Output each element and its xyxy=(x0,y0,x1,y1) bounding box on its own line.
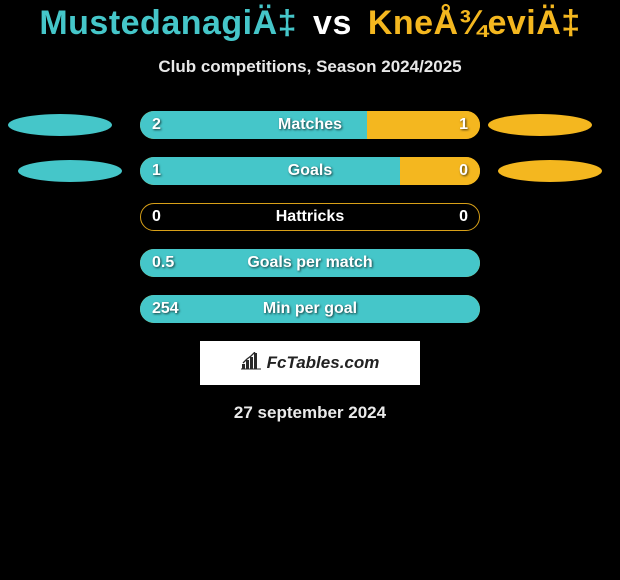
stat-row: 254Min per goal xyxy=(0,295,620,323)
source-badge: FcTables.com xyxy=(200,341,420,385)
stat-bar: 0.5Goals per match xyxy=(140,249,480,277)
team-right-pill xyxy=(488,114,592,136)
source-badge-text: FcTables.com xyxy=(241,352,380,375)
stat-row: 10Goals xyxy=(0,157,620,185)
subtitle: Club competitions, Season 2024/2025 xyxy=(0,57,620,77)
stat-value-left: 0.5 xyxy=(152,249,174,277)
stat-value-right: 0 xyxy=(459,157,468,185)
stat-row: 0.5Goals per match xyxy=(0,249,620,277)
team-right-pill xyxy=(498,160,602,182)
stat-bar: 21Matches xyxy=(140,111,480,139)
stat-bar: 00Hattricks xyxy=(140,203,480,231)
stat-bar-right-fill xyxy=(400,157,480,185)
stat-row: 21Matches xyxy=(0,111,620,139)
stat-bar-left-fill xyxy=(140,249,480,277)
stat-value-right: 1 xyxy=(459,111,468,139)
comparison-infographic: MustedanagiÄ‡ vs KneÅ¾eviÄ‡ Club competi… xyxy=(0,4,620,580)
date-label: 27 september 2024 xyxy=(0,403,620,423)
vs-separator: vs xyxy=(313,4,352,42)
team-left-pill xyxy=(18,160,122,182)
stat-bar-left-fill xyxy=(140,157,400,185)
stat-bar-left-fill xyxy=(140,111,367,139)
stat-rows: 21Matches10Goals00Hattricks0.5Goals per … xyxy=(0,111,620,323)
stat-bar: 10Goals xyxy=(140,157,480,185)
stat-value-right: 0 xyxy=(459,203,468,231)
source-badge-label: FcTables.com xyxy=(267,353,380,373)
player-right-name: KneÅ¾eviÄ‡ xyxy=(368,4,581,42)
stat-row: 00Hattricks xyxy=(0,203,620,231)
bar-chart-icon xyxy=(241,352,261,375)
team-left-pill xyxy=(8,114,112,136)
stat-bar: 254Min per goal xyxy=(140,295,480,323)
stat-value-left: 1 xyxy=(152,157,161,185)
stat-value-left: 2 xyxy=(152,111,161,139)
stat-bar-outline xyxy=(140,203,480,231)
page-title: MustedanagiÄ‡ vs KneÅ¾eviÄ‡ xyxy=(0,4,620,43)
stat-value-left: 0 xyxy=(152,203,161,231)
player-left-name: MustedanagiÄ‡ xyxy=(39,4,297,42)
stat-bar-left-fill xyxy=(140,295,480,323)
stat-value-left: 254 xyxy=(152,295,179,323)
